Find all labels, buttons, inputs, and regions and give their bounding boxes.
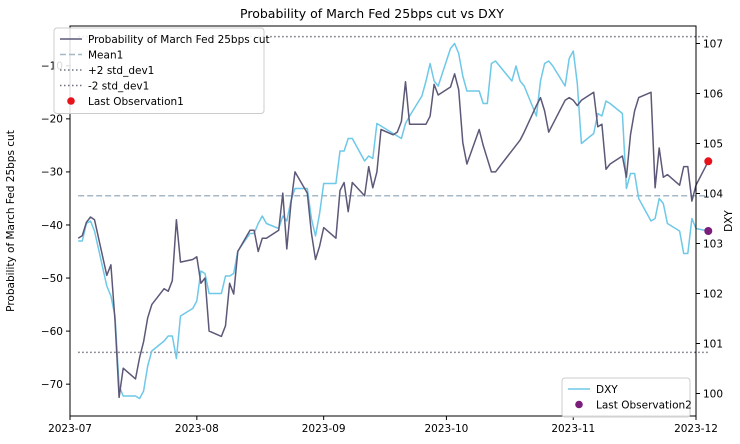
right-y-tick-label: 104 [703,188,723,200]
left-axis-label: Probability of March Fed 25bps cut [5,130,17,312]
left-y-tick-label: −50 [41,273,63,285]
legend-label: -2 std_dev1 [88,80,149,92]
x-tick-label: 2023-08 [175,423,219,435]
right-y-tick-label: 105 [703,138,723,150]
chart-title: Probability of March Fed 25bps cut vs DX… [240,6,504,21]
x-tick-label: 2023-09 [302,423,346,435]
dxy-series-line [78,42,709,400]
legend-label: Last Observation2 [596,399,692,411]
left-y-tick-label: −40 [41,220,63,232]
legend-left-box [53,27,265,114]
last-observation-marker-1 [704,157,713,166]
left-y-tick-label: −70 [41,379,63,391]
left-y-tick-label: −20 [41,114,63,126]
left-y-tick-label: −30 [41,167,63,179]
right-y-tick-label: 102 [703,288,723,300]
right-y-tick-label: 101 [703,338,723,350]
right-y-tick-label: 107 [703,38,723,50]
left-y-tick-label: −60 [41,326,63,338]
axes: 2023-07 2023-08 2023-09 2023-10 2023-11 2023-… [41,38,724,435]
x-tick-label: 2023-07 [48,423,92,435]
legend-marker-swatch [575,400,583,409]
last-observation-marker-2 [704,227,713,235]
x-tick-label: 2023-11 [551,423,595,435]
x-tick-label: 2023-12 [674,423,718,435]
plot-frame [69,25,697,417]
x-tick-label: 2023-10 [424,423,468,435]
right-y-tick-label: 106 [703,88,723,100]
right-y-tick-label: 103 [703,238,723,250]
legend-right-box [561,377,691,418]
legend-label: Last Observation1 [88,96,184,108]
probability-series-line [77,73,709,399]
legend-label: Probability of March Fed 25bps cut [88,34,270,46]
legend-label: DXY [596,384,618,396]
legend-label: +2 std_dev1 [88,65,154,77]
right-y-tick-label: 100 [703,388,723,400]
legend-label: Mean1 [88,49,123,61]
right-axis-label: DXY [723,210,735,232]
legends: Probability of March Fed 25bps cut Mean1 +… [53,27,692,418]
legend-marker-swatch [67,97,75,105]
